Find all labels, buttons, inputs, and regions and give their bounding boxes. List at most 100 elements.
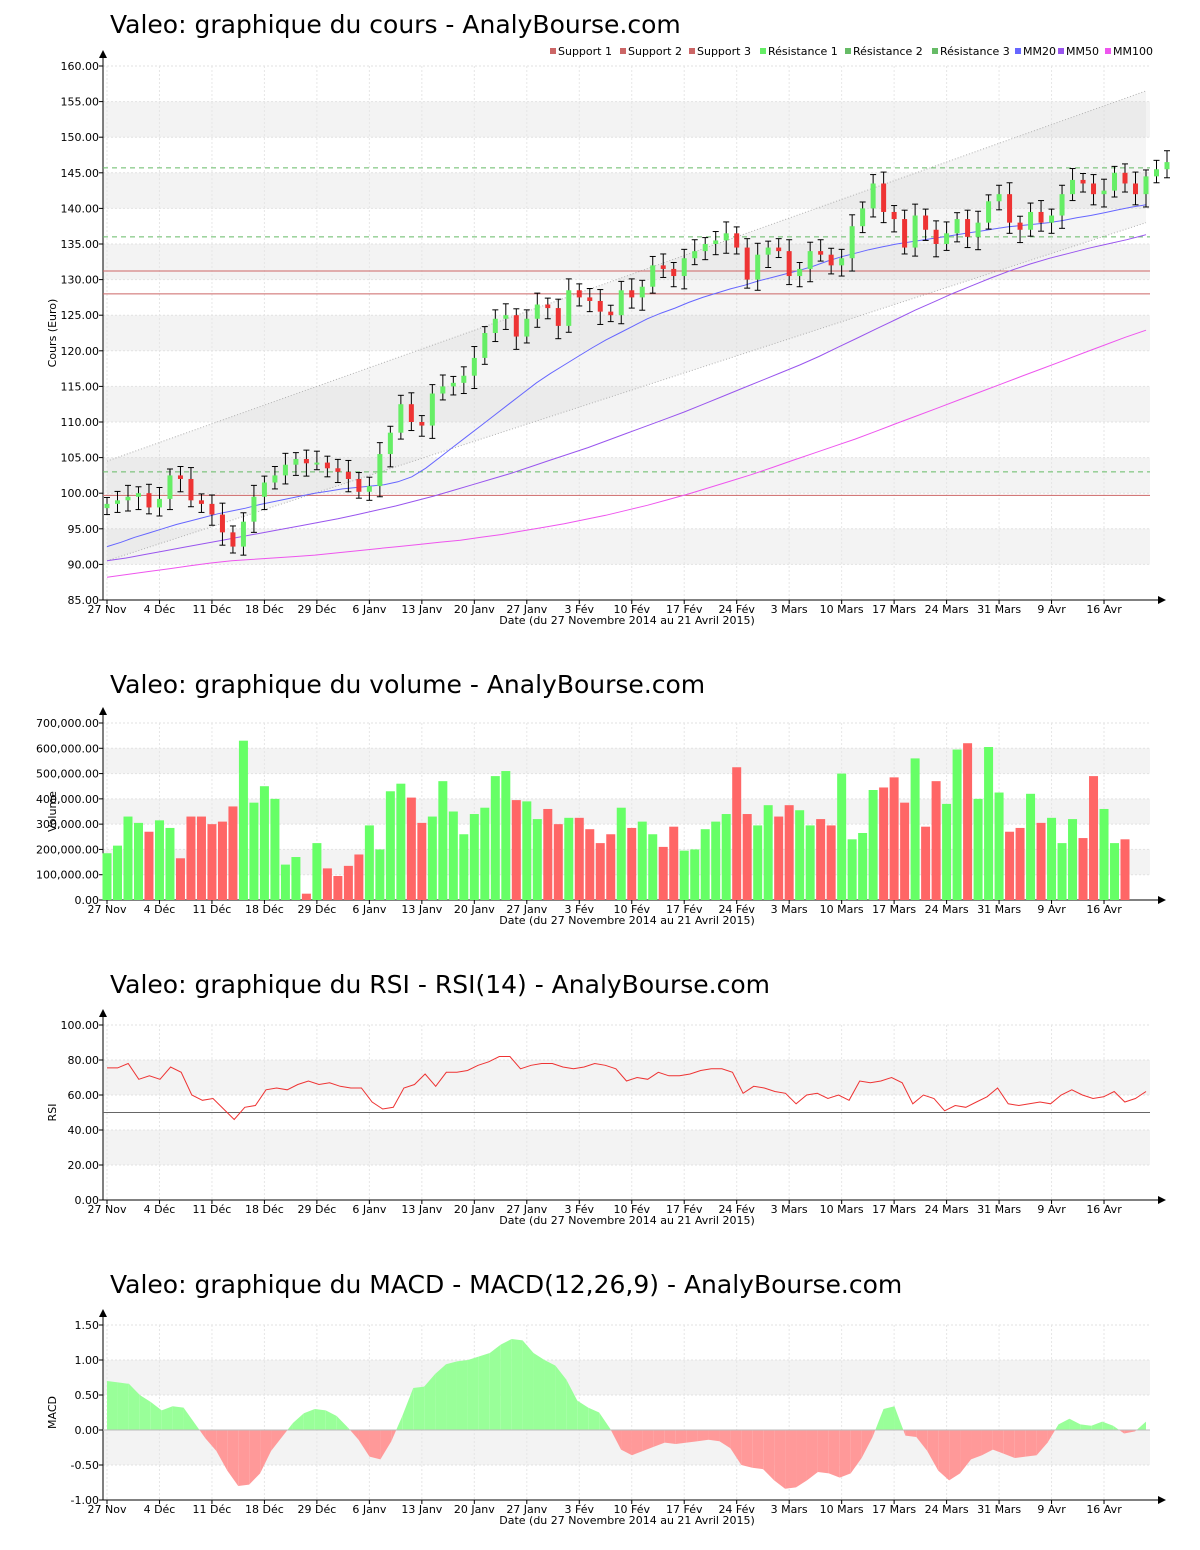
volume-bar xyxy=(711,821,721,900)
volume-bar xyxy=(1120,839,1130,900)
x-tick-label: 3 Fév xyxy=(565,1503,595,1516)
volume-bar xyxy=(858,832,868,900)
macd-area-segment xyxy=(741,1430,753,1468)
macd-area-segment xyxy=(806,1430,818,1481)
volume-bar xyxy=(364,825,374,900)
candle-body xyxy=(429,393,435,426)
x-tick-label: 17 Mars xyxy=(872,1203,916,1216)
x-tick-label: 31 Mars xyxy=(977,1503,1021,1516)
y-tick-label: 0.50 xyxy=(75,1389,100,1402)
candle-body xyxy=(1049,215,1055,223)
candle-body xyxy=(902,219,908,248)
macd-area-segment xyxy=(752,1430,764,1470)
candle-body xyxy=(1143,176,1149,195)
macd-area-segment xyxy=(216,1430,228,1471)
macd-area-segment xyxy=(817,1430,829,1474)
macd-area-segment xyxy=(314,1409,326,1430)
macd-area-segment xyxy=(774,1430,786,1489)
volume-bar xyxy=(312,843,322,900)
x-tick-label: 16 Avr xyxy=(1086,603,1122,616)
x-tick-label: 24 Mars xyxy=(925,903,969,916)
mm20-line xyxy=(106,204,1147,548)
y-axis-label: MACD xyxy=(46,1396,59,1429)
macd-area-segment xyxy=(883,1406,895,1430)
volume-bar xyxy=(280,864,290,900)
volume-bar xyxy=(102,853,112,900)
x-tick-label: 10 Fév xyxy=(613,903,650,916)
legend-swatch xyxy=(689,48,695,54)
volume-bar xyxy=(637,821,647,900)
macd-area-segment xyxy=(238,1430,250,1486)
volume-chart-title: Valeo: graphique du volume - AnalyBourse… xyxy=(110,670,706,699)
volume-bar xyxy=(228,806,238,900)
x-tick-label: 27 Nov xyxy=(88,1203,127,1216)
volume-bar xyxy=(753,825,763,900)
macd-area-segment xyxy=(1091,1421,1103,1430)
legend-swatch xyxy=(1105,48,1111,54)
volume-bar xyxy=(690,849,700,900)
macd-area-segment xyxy=(588,1407,600,1430)
candle-body xyxy=(1101,190,1107,195)
volume-bar xyxy=(973,798,983,900)
volume-bar xyxy=(532,819,542,900)
mm50-line xyxy=(106,234,1147,562)
macd-area-segment xyxy=(763,1430,775,1481)
candle-body xyxy=(1091,183,1097,195)
macd-area-segment xyxy=(905,1430,917,1437)
x-tick-label: 3 Mars xyxy=(771,1203,808,1216)
macd-area-segment xyxy=(1069,1418,1081,1430)
candle-body xyxy=(608,311,614,316)
macd-area-segment xyxy=(435,1364,447,1430)
legend-label: MM50 xyxy=(1066,45,1099,58)
x-tick-label: 11 Déc xyxy=(193,1503,232,1516)
volume-bar xyxy=(1068,819,1078,900)
candle-body xyxy=(1017,222,1023,230)
x-tick-label: 17 Fév xyxy=(666,1203,703,1216)
volume-bar xyxy=(238,740,248,900)
volume-bar xyxy=(658,846,668,900)
y-axis-arrow xyxy=(99,50,107,58)
grid-band xyxy=(103,101,1150,138)
candle-body xyxy=(534,304,540,319)
volume-bar xyxy=(1099,808,1109,900)
candle-body xyxy=(660,265,666,269)
candle-body xyxy=(335,468,341,472)
grid-band xyxy=(103,1130,1150,1165)
volume-bar xyxy=(249,802,259,900)
candle-body xyxy=(503,315,509,319)
macd-area-segment xyxy=(796,1430,807,1488)
candle-body xyxy=(555,308,561,326)
candle-body xyxy=(419,422,425,426)
macd-area-segment xyxy=(577,1400,589,1430)
candle-body xyxy=(177,475,183,479)
candle-body xyxy=(545,304,551,309)
x-tick-label: 10 Mars xyxy=(820,1203,864,1216)
y-tick-label: 60.00 xyxy=(68,1089,100,1102)
y-tick-label: 135.00 xyxy=(61,238,100,251)
x-tick-label: 27 Nov xyxy=(88,603,127,616)
channel-lower-line xyxy=(106,222,1147,562)
x-axis-label: Date (du 27 Novembre 2014 au 21 Avril 20… xyxy=(499,1514,755,1527)
y-tick-label: 140.00 xyxy=(61,202,100,215)
x-tick-label: 29 Déc xyxy=(298,903,337,916)
macd-area-segment xyxy=(839,1430,851,1478)
y-tick-label: 600,000.00 xyxy=(36,742,99,755)
volume-chart: 0.00 100,000.00 200,000.00 300,000.00 400,00… xyxy=(36,707,1166,927)
x-tick-label: 18 Déc xyxy=(245,1503,284,1516)
macd-area-segment xyxy=(369,1430,381,1460)
macd-area-segment xyxy=(730,1430,742,1465)
volume-bar xyxy=(501,771,511,900)
candle-body xyxy=(324,462,330,469)
volume-bar xyxy=(868,790,878,900)
macd-area-segment xyxy=(161,1406,173,1430)
grid-band xyxy=(103,315,1150,351)
x-tick-label: 31 Mars xyxy=(977,903,1021,916)
x-tick-label: 27 Nov xyxy=(88,1503,127,1516)
candle-body xyxy=(923,215,929,230)
volume-bar xyxy=(595,843,605,900)
candle-body xyxy=(146,493,152,508)
volume-bar xyxy=(700,829,710,900)
candle-body xyxy=(440,386,446,394)
y-tick-label: 1.50 xyxy=(75,1319,100,1332)
macd-area-segment xyxy=(227,1430,239,1486)
